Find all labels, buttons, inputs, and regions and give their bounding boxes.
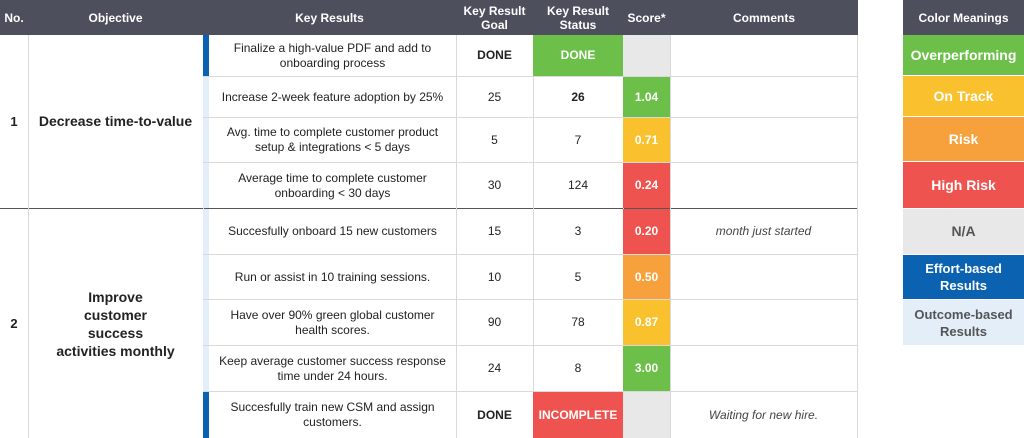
key-result: Run or assist in 10 training sessions.	[234, 269, 431, 284]
col-divider	[456, 35, 457, 438]
outcome-marker	[203, 163, 209, 208]
outcome-marker	[203, 346, 209, 391]
kr-comment	[670, 163, 857, 208]
key-result: Keep average customer success response t…	[219, 353, 446, 383]
effort-marker	[203, 392, 209, 438]
outcome-marker	[203, 209, 209, 254]
kr-goal: DONE	[477, 407, 512, 422]
key-result: Finalize a high-value PDF and add to onb…	[233, 40, 432, 70]
row-divider	[203, 76, 858, 77]
header-comments: Comments	[670, 0, 858, 35]
kr-score: 0.71	[623, 118, 670, 162]
kr-status: 3	[574, 224, 582, 238]
legend-outcome-based: Outcome-based Results	[903, 300, 1024, 345]
legend-high-risk: High Risk	[903, 162, 1024, 208]
row-divider	[203, 345, 858, 346]
kr-comment	[670, 255, 857, 299]
key-result: Average time to complete customer onboar…	[238, 170, 427, 200]
outcome-marker	[203, 255, 209, 299]
kr-goal: 30	[487, 178, 502, 192]
col-divider	[670, 35, 671, 438]
kr-goal: 10	[487, 269, 502, 284]
row-divider	[203, 117, 858, 118]
legend-overperforming: Overperforming	[903, 35, 1024, 75]
objective-label: Improve customer success activities mont…	[56, 288, 175, 359]
kr-score: 0.87	[623, 300, 670, 345]
legend-na: N/A	[903, 209, 1024, 254]
kr-status: 7	[574, 132, 582, 147]
legend-risk: Risk	[903, 117, 1024, 161]
kr-score	[623, 392, 670, 438]
header-goal: Key Result Goal	[456, 0, 533, 35]
group-divider	[0, 208, 858, 209]
col-divider	[28, 35, 29, 438]
kr-score: 1.04	[623, 77, 670, 117]
outcome-marker	[203, 77, 209, 117]
kr-goal: 5	[491, 132, 498, 147]
row-divider	[203, 254, 858, 255]
kr-score: 0.24	[623, 163, 670, 208]
kr-score: 3.00	[623, 346, 670, 391]
kr-goal: DONE	[477, 48, 512, 62]
header-status: Key Result Status	[533, 0, 623, 35]
key-result: Avg. time to complete customer product s…	[226, 125, 439, 154]
header-objective: Objective	[28, 0, 203, 35]
kr-goal: 25	[487, 89, 502, 104]
header-score: Score*	[623, 0, 670, 35]
outcome-marker	[203, 300, 209, 345]
kr-status: INCOMPLETE	[533, 392, 623, 438]
row-divider	[203, 162, 858, 163]
kr-comment: month just started	[715, 224, 812, 238]
effort-marker	[203, 35, 209, 76]
kr-status: 5	[574, 269, 582, 284]
legend-title: Color Meanings	[903, 0, 1024, 35]
kr-comment	[670, 346, 857, 391]
key-result: Increase 2-week feature adoption by 25%	[221, 89, 444, 104]
key-result: Have over 90% green global customer heal…	[230, 307, 435, 337]
kr-comment: Waiting for new hire.	[708, 407, 819, 422]
row-divider	[203, 391, 858, 392]
header-no: No.	[0, 0, 28, 35]
kr-status: DONE	[533, 35, 623, 76]
col-divider	[533, 35, 534, 438]
kr-comment	[670, 35, 857, 76]
kr-comment	[670, 77, 857, 117]
kr-status: 78	[571, 315, 585, 329]
kr-status: 8	[574, 361, 582, 375]
key-result: Succesfully train new CSM and assign cus…	[230, 400, 435, 429]
kr-score: 0.20	[623, 209, 670, 254]
kr-comment	[670, 118, 857, 162]
legend-on-track: On Track	[903, 76, 1024, 116]
outcome-marker	[203, 118, 209, 162]
row-divider	[203, 299, 858, 300]
kr-comment	[670, 300, 857, 345]
kr-status: 124	[567, 178, 589, 192]
col-divider	[857, 35, 858, 438]
kr-goal: 24	[487, 361, 502, 375]
kr-status: 26	[571, 89, 585, 104]
kr-goal: 90	[487, 315, 502, 329]
objective-number: 1	[10, 114, 18, 129]
kr-score: 0.50	[623, 255, 670, 299]
key-result: Succesfully onboard 15 new customers	[228, 224, 437, 238]
kr-score	[623, 35, 670, 76]
objective-number: 2	[10, 316, 18, 331]
kr-goal: 15	[487, 224, 502, 238]
legend-effort-based: Effort-based Results	[903, 255, 1024, 299]
header-key-results: Key Results	[203, 0, 456, 35]
objective-label: Decrease time-to-value	[38, 113, 193, 129]
